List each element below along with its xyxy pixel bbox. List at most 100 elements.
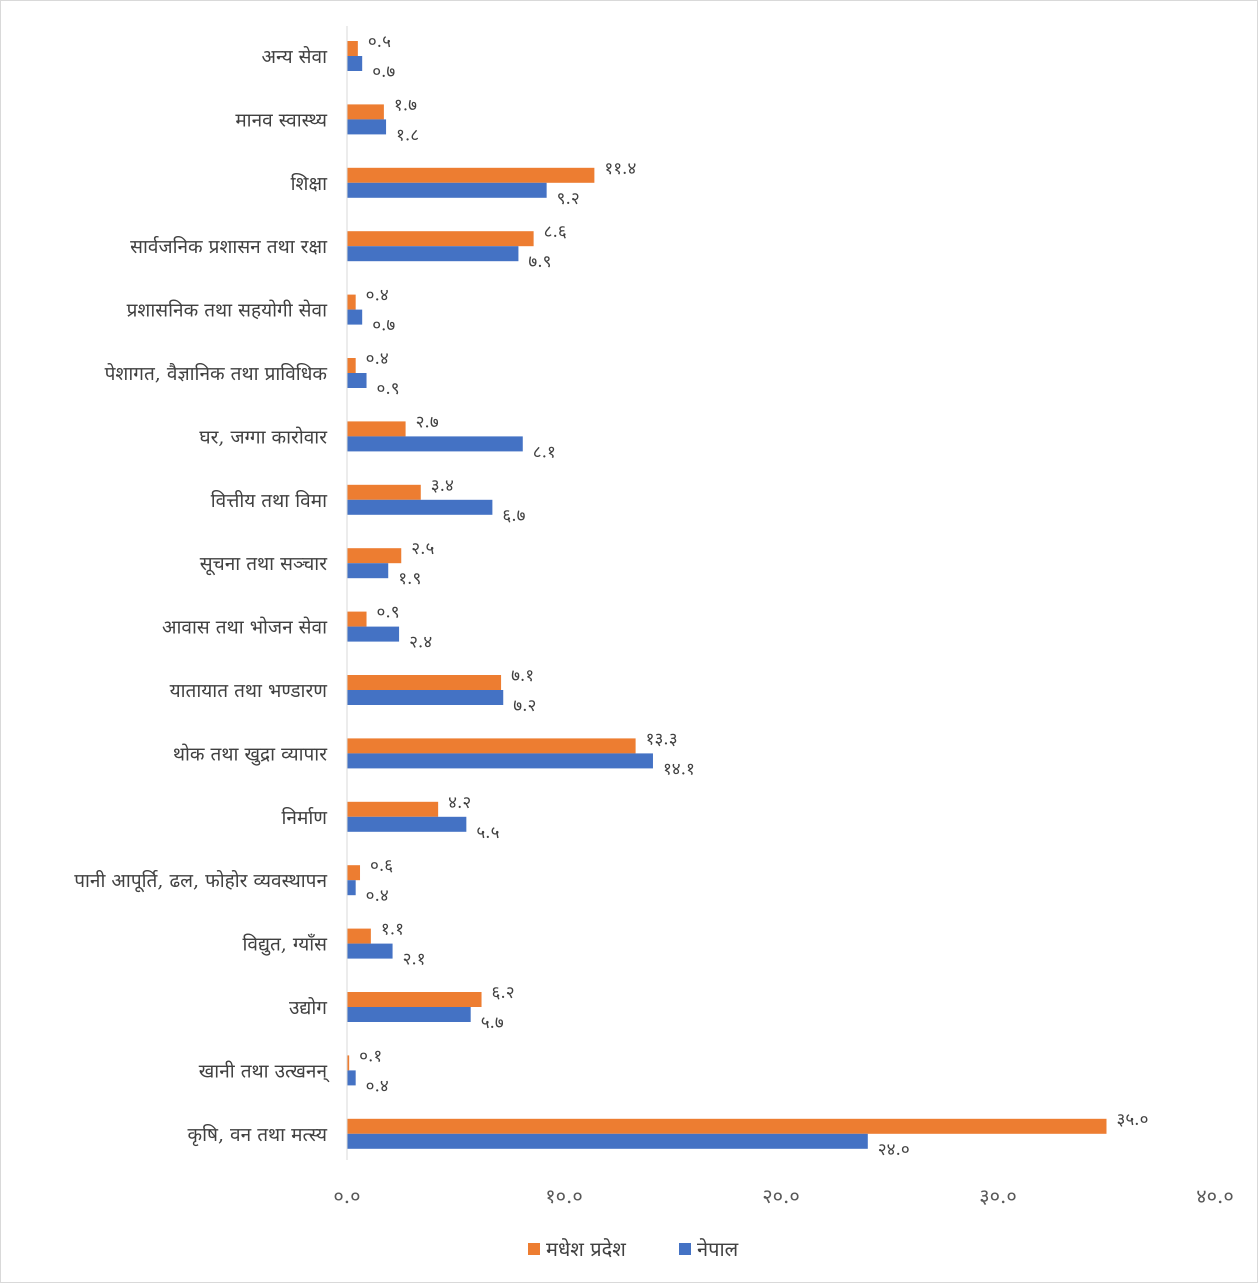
category-labels: अन्य सेवा मानव स्वास्थ्य शिक्षा सार्वजनिक प…	[74, 45, 330, 1147]
bar-madhesh	[347, 548, 401, 563]
category-label: खानी तथा उत्खनन्	[199, 1059, 330, 1082]
data-label: २.४	[409, 633, 432, 653]
bar-nepal	[347, 183, 547, 198]
category-label: कृषि, वन तथा मत्स्य	[187, 1123, 327, 1147]
category-label: यातायात तथा भण्डारण	[170, 680, 328, 702]
category-label: मानव स्वास्थ्य	[235, 109, 328, 131]
bar-nepal	[347, 563, 388, 578]
bar-madhesh	[347, 865, 360, 880]
data-label: ४.२	[448, 793, 471, 813]
bar-nepal	[347, 753, 653, 768]
data-label: ०.६	[370, 856, 393, 876]
data-label: ९.२	[557, 189, 580, 209]
category-label: थोक तथा खुद्रा व्यापार	[173, 742, 328, 766]
x-tick-label: ०.०	[333, 1184, 360, 1208]
data-label: ६.७	[502, 506, 525, 526]
data-label: ३५.०	[1117, 1110, 1149, 1130]
value-labels: ०.५ ०.७ १.७ १.८ ११.४ ९.२ ८.६ ७.९ ०.४ ०.७ ०.४ ०.९ २.७…	[359, 32, 1148, 1160]
data-label: २४.०	[878, 1140, 910, 1160]
data-label: १.९	[398, 569, 421, 589]
bar-madhesh	[347, 168, 594, 183]
category-label: आवास तथा भोजन सेवा	[162, 616, 328, 639]
data-label: ५.७	[481, 1013, 504, 1033]
data-label: ८.१	[533, 442, 556, 462]
data-label: १.१	[381, 920, 404, 940]
data-label: ०.७	[372, 62, 395, 82]
x-axis: ०.० १०.० २०.० ३०.० ४०.०	[333, 26, 1233, 1208]
bar-madhesh	[347, 802, 438, 817]
data-label: ०.४	[366, 886, 389, 906]
data-label: ०.४	[366, 286, 389, 306]
bar-madhesh	[347, 421, 406, 436]
data-label: ७.२	[513, 696, 536, 716]
bar-nepal	[347, 246, 518, 261]
bar-madhesh	[347, 485, 421, 500]
category-label: शिक्षा	[291, 172, 328, 195]
bar-nepal	[347, 880, 356, 895]
data-label: ७.१	[511, 666, 534, 686]
bar-madhesh	[347, 738, 636, 753]
bar-madhesh	[347, 1119, 1107, 1134]
x-tick-label: ४०.०	[1196, 1184, 1234, 1208]
bar-nepal	[347, 56, 362, 71]
bar-madhesh	[347, 295, 356, 310]
data-label: ०.९	[377, 379, 400, 399]
data-label: १.७	[394, 95, 417, 115]
data-label: १३.३	[646, 729, 678, 749]
bar-nepal	[347, 627, 399, 642]
data-label: ११.४	[604, 159, 636, 179]
legend-label: नेपाल	[697, 1237, 739, 1261]
category-label: सूचना तथा सञ्चार	[200, 553, 328, 576]
bar-madhesh	[347, 992, 482, 1007]
data-label: ०.५	[368, 32, 391, 52]
category-label: पेशागत, वैज्ञानिक तथा प्राविधिक	[105, 362, 328, 385]
category-label: प्रशासनिक तथा सहयोगी सेवा	[127, 299, 328, 322]
bar-nepal	[347, 690, 503, 705]
bar-nepal	[347, 817, 466, 832]
data-label: ०.९	[377, 603, 400, 623]
data-label: ३.४	[431, 476, 454, 496]
legend-label: मधेश प्रदेश	[546, 1237, 626, 1261]
data-label: १.८	[396, 125, 419, 145]
x-tick-label: २०.०	[762, 1184, 800, 1208]
data-label: ५.५	[476, 823, 499, 843]
bar-madhesh	[347, 104, 384, 119]
bars-layer	[347, 41, 1107, 1149]
category-label: विद्युत, ग्याँस	[243, 933, 329, 957]
category-label: अन्य सेवा	[261, 45, 328, 68]
legend: मधेश प्रदेश नेपाल	[528, 1237, 739, 1261]
category-label: घर, जग्गा कारोवार	[199, 425, 328, 448]
bar-madhesh	[347, 41, 358, 56]
bar-nepal	[347, 1134, 868, 1149]
data-label: ०.४	[366, 1076, 389, 1096]
category-label: पानी आपूर्ति, ढल, फोहोर व्यवस्थापन	[74, 869, 327, 893]
data-label: २.१	[403, 950, 426, 970]
data-label: ७.९	[528, 252, 551, 272]
legend-swatch	[679, 1243, 691, 1255]
bar-nepal	[347, 436, 523, 451]
bar-nepal	[347, 1070, 356, 1085]
bar-madhesh	[347, 929, 371, 944]
category-label: सार्वजनिक प्रशासन तथा रक्षा	[130, 235, 328, 258]
bar-madhesh	[347, 612, 367, 627]
bar-nepal	[347, 1007, 471, 1022]
data-label: २.५	[411, 539, 434, 559]
data-label: ०.४	[366, 349, 389, 369]
x-tick-label: १०.०	[545, 1184, 583, 1208]
data-label: ६.२	[492, 983, 515, 1003]
legend-swatch	[528, 1243, 540, 1255]
category-label: उद्योग	[289, 996, 327, 1019]
bar-madhesh	[347, 358, 356, 373]
bar-nepal	[347, 373, 367, 388]
data-label: ०.७	[372, 316, 395, 336]
category-label: निर्माण	[282, 806, 328, 829]
category-label: वित्तीय तथा विमा	[211, 489, 328, 512]
x-tick-label: ३०.०	[979, 1184, 1017, 1208]
bar-madhesh	[347, 231, 534, 246]
bar-nepal	[347, 119, 386, 134]
bar-nepal	[347, 310, 362, 325]
bar-nepal	[347, 944, 393, 959]
data-label: ८.६	[544, 222, 567, 242]
bar-nepal	[347, 500, 492, 515]
